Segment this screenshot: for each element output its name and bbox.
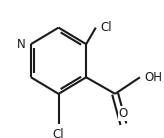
Text: O: O <box>119 107 128 120</box>
Text: Cl: Cl <box>100 21 112 34</box>
Text: N: N <box>17 38 25 51</box>
Text: OH: OH <box>144 71 162 84</box>
Text: Cl: Cl <box>53 128 64 138</box>
